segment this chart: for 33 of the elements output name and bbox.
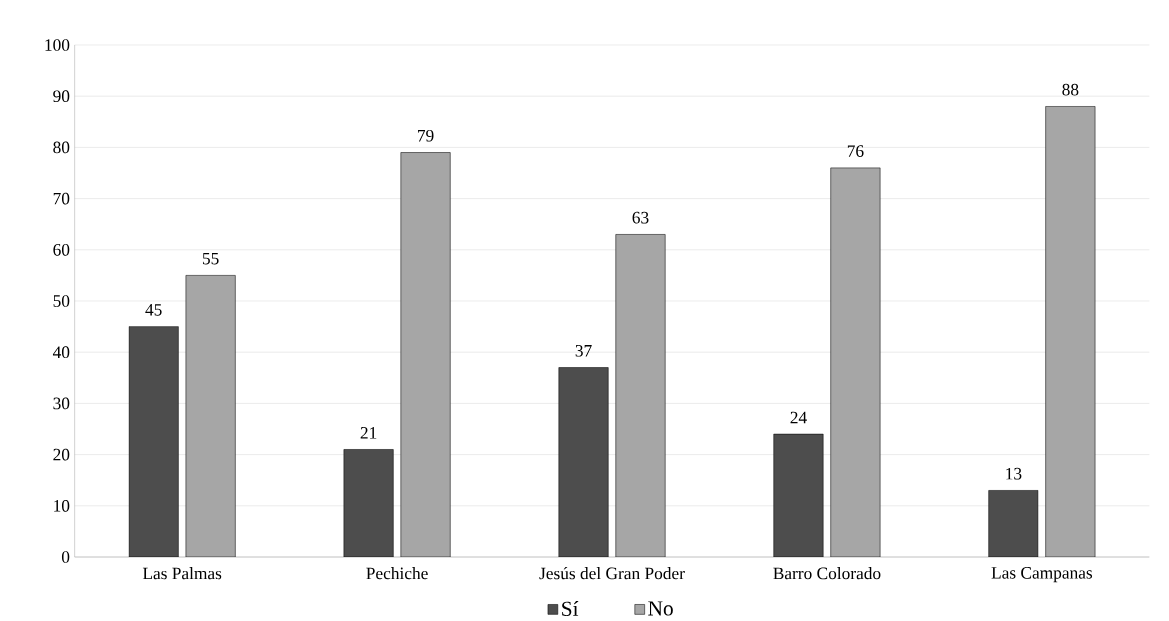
bar — [558, 367, 609, 557]
y-tick-label: 50 — [53, 295, 70, 307]
bar — [773, 433, 824, 557]
y-tick-label: 70 — [53, 192, 70, 205]
data-label: 13 — [1006, 467, 1022, 480]
x-tick-label: Barro Colorado — [773, 567, 881, 580]
data-label: 24 — [790, 411, 807, 424]
bar — [343, 449, 394, 557]
data-label: 55 — [202, 252, 219, 265]
data-label: 21 — [360, 427, 377, 439]
y-tick-label: 100 — [45, 39, 70, 51]
y-tick-label: 80 — [53, 141, 70, 154]
y-tick-label: 40 — [52, 346, 70, 359]
x-tick-label: Las Palmas — [142, 567, 222, 580]
y-tick-label: 60 — [53, 243, 70, 256]
y-tick-label: 0 — [61, 551, 70, 563]
data-label: 88 — [1062, 83, 1079, 96]
x-tick-label: Jesús del Gran Poder — [539, 567, 685, 580]
data-label: 76 — [847, 145, 864, 157]
data-label: 63 — [632, 211, 649, 224]
data-label: 37 — [575, 344, 592, 357]
data-label: 45 — [145, 304, 162, 316]
y-tick-label: 20 — [53, 448, 70, 461]
bar — [988, 490, 1039, 557]
y-tick-label: 10 — [54, 499, 70, 512]
bar — [128, 326, 179, 557]
x-tick-label: Pechiche — [366, 567, 428, 580]
y-tick-label: 30 — [53, 397, 70, 410]
legend-label: No — [648, 601, 673, 616]
y-tick-label: 90 — [53, 90, 70, 103]
data-label: 79 — [418, 129, 434, 142]
legend-label: Sí — [562, 601, 579, 617]
x-tick-label: Las Campanas — [991, 567, 1093, 583]
